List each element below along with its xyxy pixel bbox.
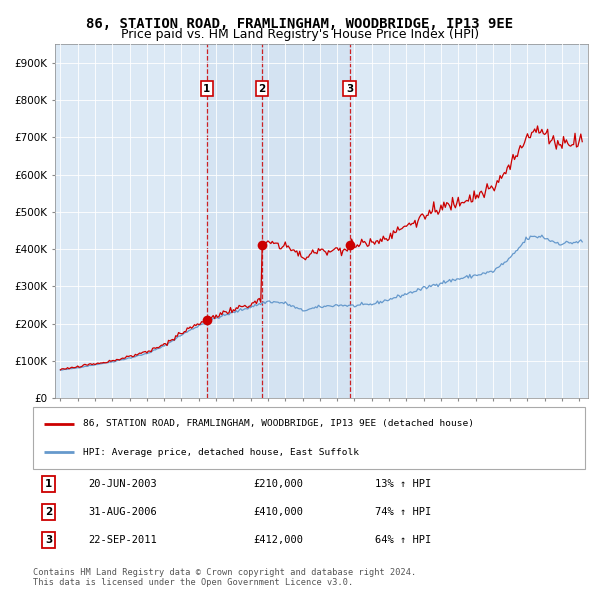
Text: 3: 3 <box>346 84 353 93</box>
Text: 3: 3 <box>45 535 52 545</box>
Text: This data is licensed under the Open Government Licence v3.0.: This data is licensed under the Open Gov… <box>33 578 353 587</box>
Text: Contains HM Land Registry data © Crown copyright and database right 2024.: Contains HM Land Registry data © Crown c… <box>33 568 416 576</box>
Text: 20-JUN-2003: 20-JUN-2003 <box>88 479 157 489</box>
Text: 31-AUG-2006: 31-AUG-2006 <box>88 507 157 517</box>
Text: Price paid vs. HM Land Registry's House Price Index (HPI): Price paid vs. HM Land Registry's House … <box>121 28 479 41</box>
Text: 64% ↑ HPI: 64% ↑ HPI <box>375 535 431 545</box>
Text: 13% ↑ HPI: 13% ↑ HPI <box>375 479 431 489</box>
Text: 1: 1 <box>203 84 211 93</box>
Text: 2: 2 <box>259 84 266 93</box>
Text: HPI: Average price, detached house, East Suffolk: HPI: Average price, detached house, East… <box>83 448 359 457</box>
Text: £210,000: £210,000 <box>254 479 304 489</box>
Bar <box>207 44 262 398</box>
Text: 86, STATION ROAD, FRAMLINGHAM, WOODBRIDGE, IP13 9EE: 86, STATION ROAD, FRAMLINGHAM, WOODBRIDG… <box>86 17 514 31</box>
Bar <box>262 44 350 398</box>
Text: £412,000: £412,000 <box>254 535 304 545</box>
Text: 86, STATION ROAD, FRAMLINGHAM, WOODBRIDGE, IP13 9EE (detached house): 86, STATION ROAD, FRAMLINGHAM, WOODBRIDG… <box>83 419 473 428</box>
Text: 22-SEP-2011: 22-SEP-2011 <box>88 535 157 545</box>
Text: 1: 1 <box>45 479 52 489</box>
Text: £410,000: £410,000 <box>254 507 304 517</box>
Text: 2: 2 <box>45 507 52 517</box>
Text: 74% ↑ HPI: 74% ↑ HPI <box>375 507 431 517</box>
